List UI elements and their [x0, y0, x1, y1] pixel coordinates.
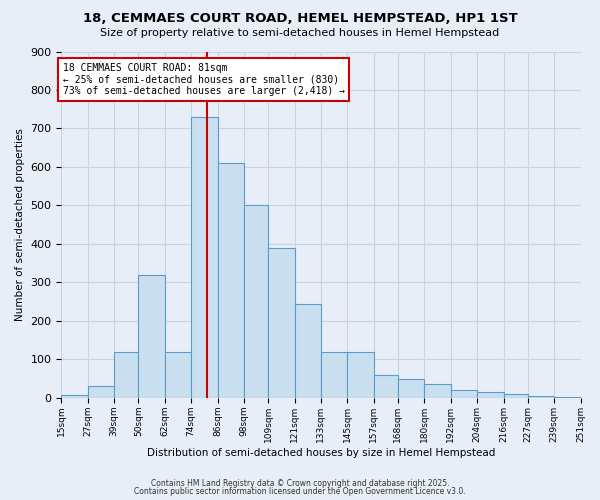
- Bar: [451, 390, 477, 398]
- Bar: [554, 397, 581, 398]
- Bar: [139, 275, 165, 398]
- Y-axis label: Number of semi-detached properties: Number of semi-detached properties: [15, 128, 25, 321]
- Text: Contains HM Land Registry data © Crown copyright and database right 2025.: Contains HM Land Registry data © Crown c…: [151, 478, 449, 488]
- Bar: [88, 386, 114, 398]
- Text: Size of property relative to semi-detached houses in Hemel Hempstead: Size of property relative to semi-detach…: [100, 28, 500, 38]
- Bar: [347, 352, 374, 398]
- Bar: [528, 396, 554, 398]
- Bar: [374, 375, 398, 398]
- Bar: [424, 384, 451, 398]
- Bar: [165, 352, 191, 398]
- Text: 18, CEMMAES COURT ROAD, HEMEL HEMPSTEAD, HP1 1ST: 18, CEMMAES COURT ROAD, HEMEL HEMPSTEAD,…: [83, 12, 517, 26]
- Bar: [477, 392, 503, 398]
- Bar: [218, 163, 244, 398]
- X-axis label: Distribution of semi-detached houses by size in Hemel Hempstead: Distribution of semi-detached houses by …: [147, 448, 495, 458]
- Bar: [191, 117, 218, 398]
- Bar: [295, 304, 321, 398]
- Bar: [114, 352, 139, 398]
- Bar: [398, 378, 424, 398]
- Text: 18 CEMMAES COURT ROAD: 81sqm
← 25% of semi-detached houses are smaller (830)
73%: 18 CEMMAES COURT ROAD: 81sqm ← 25% of se…: [62, 63, 344, 96]
- Text: Contains public sector information licensed under the Open Government Licence v3: Contains public sector information licen…: [134, 487, 466, 496]
- Bar: [244, 206, 268, 398]
- Bar: [268, 248, 295, 398]
- Bar: [503, 394, 528, 398]
- Bar: [61, 395, 88, 398]
- Bar: [321, 352, 347, 398]
